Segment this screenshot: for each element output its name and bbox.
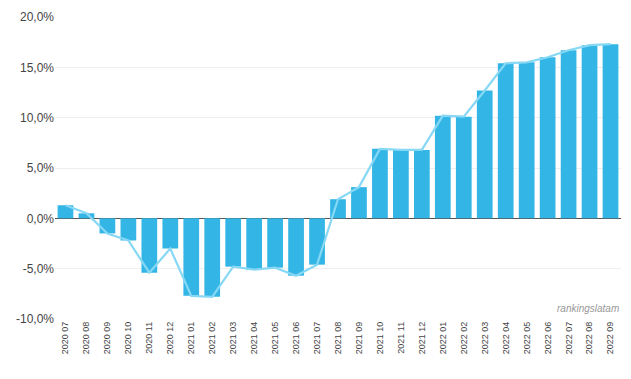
svg-text:2022 01: 2022 01 xyxy=(438,322,448,355)
svg-text:2020 07: 2020 07 xyxy=(60,322,70,355)
svg-text:2020 09: 2020 09 xyxy=(102,322,112,355)
svg-text:2022 07: 2022 07 xyxy=(564,322,574,355)
svg-text:2022 03: 2022 03 xyxy=(480,322,490,355)
svg-text:-5,0%: -5,0% xyxy=(23,262,55,276)
svg-text:10,0%: 10,0% xyxy=(20,111,54,125)
svg-text:2022 04: 2022 04 xyxy=(501,322,511,355)
svg-text:2022 05: 2022 05 xyxy=(522,322,532,355)
svg-text:0,0%: 0,0% xyxy=(27,212,55,226)
svg-text:rankingslatam: rankingslatam xyxy=(557,303,619,314)
svg-text:2021 09: 2021 09 xyxy=(354,322,364,355)
svg-text:2021 01: 2021 01 xyxy=(186,322,196,355)
svg-text:2022 09: 2022 09 xyxy=(605,322,615,355)
svg-text:2020 10: 2020 10 xyxy=(123,322,133,355)
svg-text:2020 12: 2020 12 xyxy=(165,322,175,355)
svg-text:2021 02: 2021 02 xyxy=(207,322,217,355)
svg-text:2021 08: 2021 08 xyxy=(333,322,343,355)
svg-text:2022 02: 2022 02 xyxy=(459,322,469,355)
svg-text:15,0%: 15,0% xyxy=(20,61,54,75)
svg-text:2021 12: 2021 12 xyxy=(417,322,427,355)
svg-text:2021 10: 2021 10 xyxy=(375,322,385,355)
svg-text:2022 06: 2022 06 xyxy=(543,322,553,355)
svg-text:-10,0%: -10,0% xyxy=(16,312,54,326)
svg-text:2021 04: 2021 04 xyxy=(249,322,259,355)
svg-text:20,0%: 20,0% xyxy=(20,10,54,24)
svg-text:2021 06: 2021 06 xyxy=(291,322,301,355)
svg-text:2020 11: 2020 11 xyxy=(144,322,154,354)
svg-text:2021 07: 2021 07 xyxy=(312,322,322,355)
svg-text:2020 08: 2020 08 xyxy=(81,322,91,355)
svg-text:2021 05: 2021 05 xyxy=(270,322,280,355)
svg-text:5,0%: 5,0% xyxy=(27,161,55,175)
svg-text:2021 11: 2021 11 xyxy=(396,322,406,354)
svg-text:2022 08: 2022 08 xyxy=(584,322,594,355)
svg-text:2021 03: 2021 03 xyxy=(228,322,238,355)
